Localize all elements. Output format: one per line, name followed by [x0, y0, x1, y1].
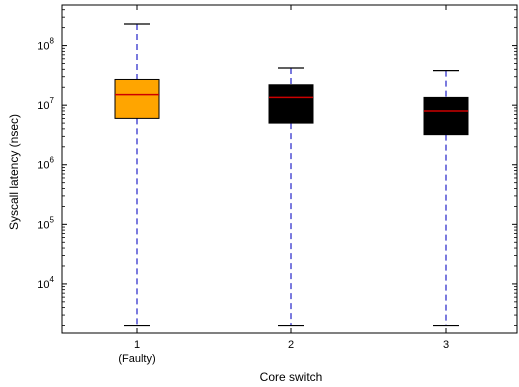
- plot-border: [61, 4, 518, 334]
- y-tick-label: 108: [37, 37, 54, 53]
- iqr-box: [268, 84, 314, 124]
- plot-frame: [61, 4, 518, 334]
- x-axis-title: Core switch: [260, 370, 323, 384]
- y-axis-title: Syscall latency (nsec): [7, 114, 21, 230]
- x-axis: 1 (Faulty) 2 3: [118, 5, 449, 365]
- y-tick-label: 104: [37, 275, 54, 291]
- iqr-box: [423, 96, 469, 136]
- box-2: [268, 67, 314, 327]
- box-3: [423, 70, 469, 327]
- y-tick-label: 105: [37, 215, 54, 231]
- x-tick-label: 2: [288, 339, 294, 351]
- box-1: [114, 23, 160, 327]
- y-tick-label: 106: [37, 156, 54, 172]
- iqr-box: [114, 78, 160, 119]
- x-tick-label: 1: [134, 339, 140, 351]
- boxes-layer: [114, 23, 469, 327]
- x-tick-sublabel: (Faulty): [118, 353, 155, 365]
- y-axis: 104 105 106 107 108: [37, 9, 517, 326]
- y-tick-label: 107: [37, 96, 54, 112]
- x-tick-label: 3: [443, 339, 449, 351]
